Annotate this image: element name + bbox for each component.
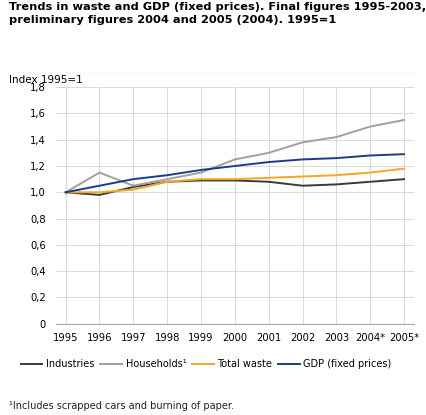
- Text: Trends in waste and GDP (fixed prices). Final figures 1995-2003,: Trends in waste and GDP (fixed prices). …: [9, 2, 425, 12]
- Text: Index 1995=1: Index 1995=1: [9, 75, 82, 85]
- Legend: Industries, Households¹, Total waste, GDP (fixed prices): Industries, Households¹, Total waste, GD…: [21, 359, 391, 369]
- Text: preliminary figures 2004 and 2005 (2004). 1995=1: preliminary figures 2004 and 2005 (2004)…: [9, 15, 335, 24]
- Text: ¹Includes scrapped cars and burning of paper.: ¹Includes scrapped cars and burning of p…: [9, 401, 233, 411]
